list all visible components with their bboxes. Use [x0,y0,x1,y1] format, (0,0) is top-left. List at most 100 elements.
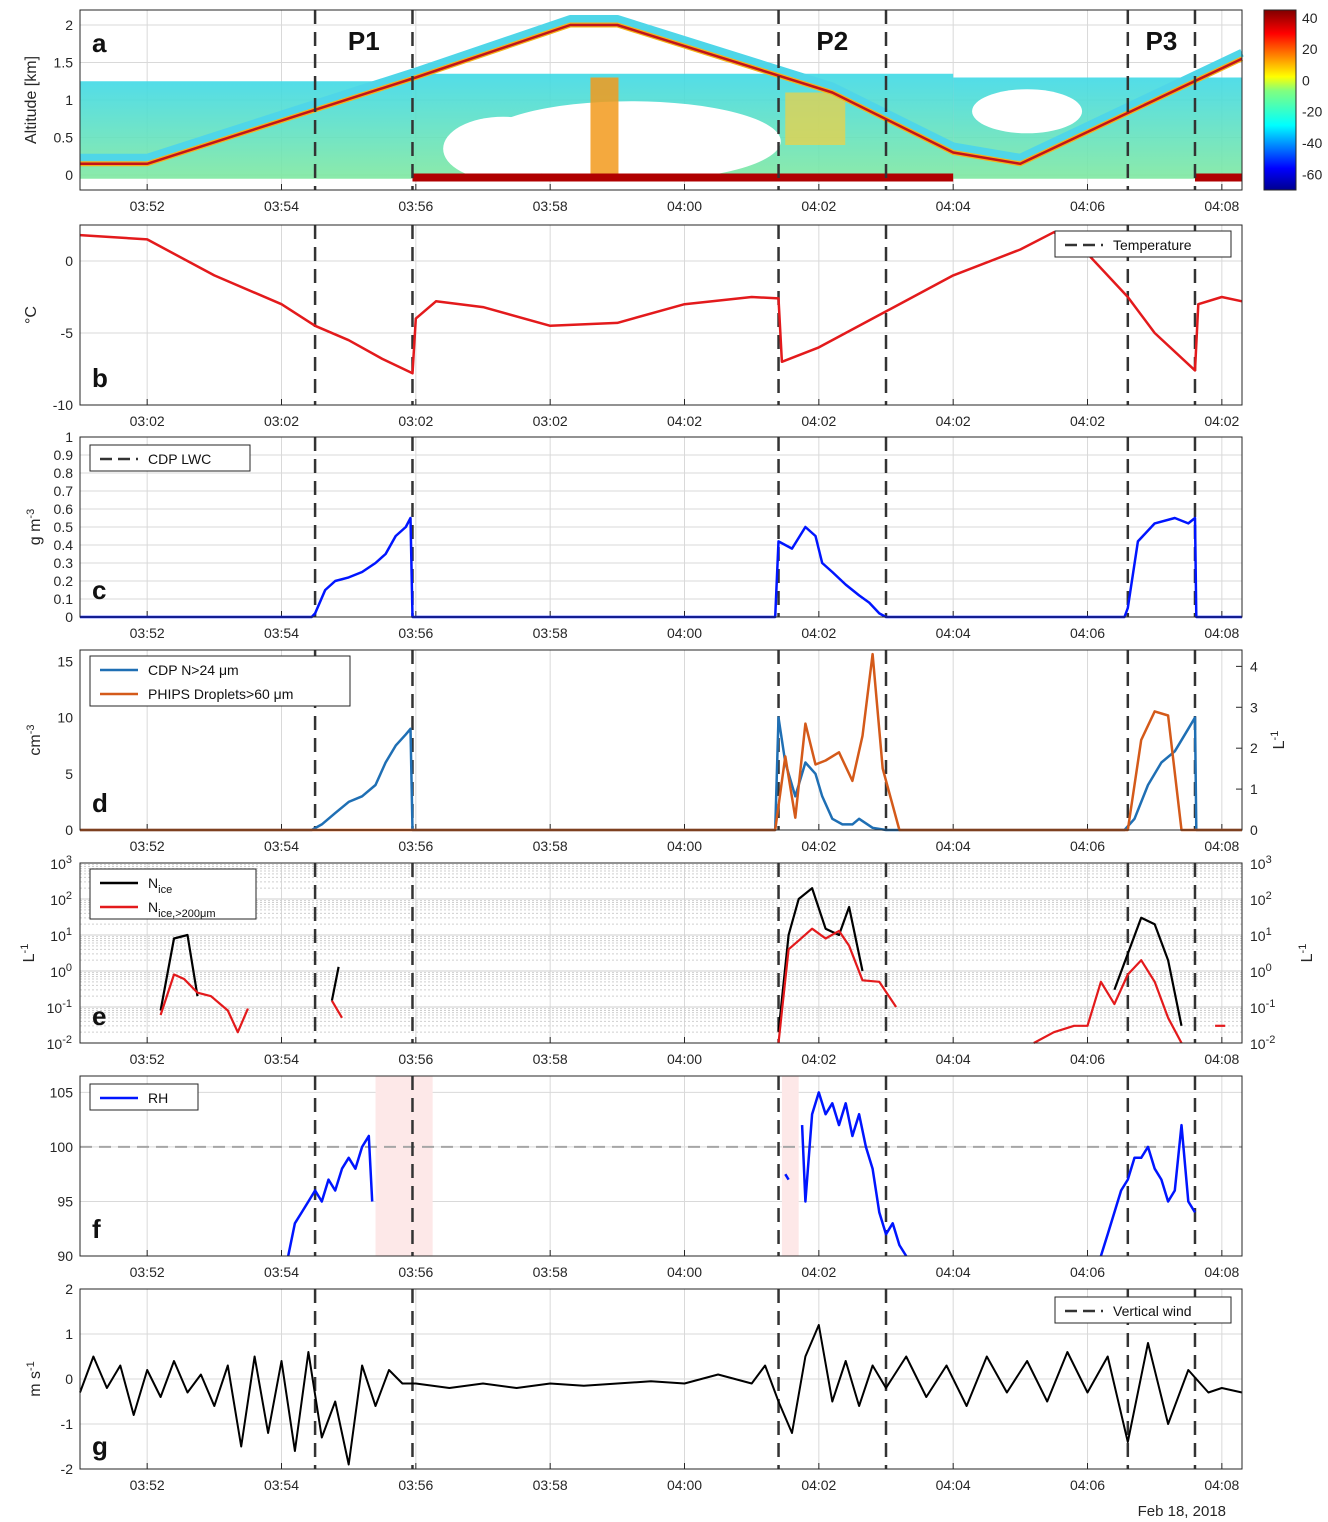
x-tick-label: 03:56 [398,625,433,641]
panel-a: 03:52 03:54 03:56 03:58 04:00 04:02 04:04 04:06… [23,9,1322,214]
y-tick-label: 1 [65,429,73,445]
legend-label: Nice,>200μm [148,899,216,920]
y-tick-label: 100 [50,962,72,980]
y-right-tick-label: 10-1 [1250,998,1275,1016]
y-tick-label: 0.5 [54,130,74,146]
y-right-tick-label: 100 [1250,962,1272,980]
y-right-tick-label: 4 [1250,658,1258,674]
x-tick-label: 04:06 [1070,198,1105,214]
x-tick-label: 03:02 [130,413,165,429]
y-right-tick-label: 102 [1250,890,1272,908]
colorbar-tick-label: 0 [1302,72,1310,88]
panel-f: 03:52 03:54 03:56 03:58 04:00 04:02 04:04 04:06… [50,1075,1243,1280]
y-axis-label: cm-3 [25,724,44,755]
y-right-tick-label: 101 [1250,926,1272,944]
colorbar-tick-label: 40 [1302,10,1318,26]
x-tick-label: 03:58 [533,625,568,641]
x-tick-label: 04:08 [1204,1264,1239,1280]
y-tick-label: 103 [50,854,72,872]
legend-label: CDP N>24 μm [148,662,239,678]
rh-line [286,1134,374,1257]
legend-label: Nice [148,875,172,896]
figure-date: Feb 18, 2018 [1138,1503,1226,1520]
x-tick-label: 04:02 [801,838,836,854]
x-tick-label: 03:58 [533,838,568,854]
colorbar [1263,9,1297,191]
x-tick-label: 04:02 [1070,413,1105,429]
y-tick-label: -10 [53,397,73,413]
y-right-tick-label: 3 [1250,699,1258,715]
y-tick-label: 0.6 [54,501,74,517]
x-tick-label: 03:54 [264,1051,299,1067]
y-tick-label: 95 [57,1193,73,1209]
y-tick-label: 2 [65,17,73,33]
x-tick-label: 04:04 [936,625,971,641]
nice-200-line [1033,959,1183,1044]
x-tick-label: 03:52 [130,1051,165,1067]
x-tick-label: 04:00 [667,838,702,854]
legend-label: PHIPS Droplets>60 μm [148,686,293,702]
x-tick-label: 03:02 [264,413,299,429]
y-tick-label: 5 [65,766,73,782]
ground-return [1194,173,1242,182]
axes-border [79,436,1243,618]
x-tick-label: 04:06 [1070,1264,1105,1280]
nice-line [777,887,864,1033]
y-tick-label: 0 [65,822,73,838]
y-axis-label: g m-3 [25,509,44,545]
x-tick-label: 03:54 [264,1477,299,1493]
x-tick-label: 04:02 [801,413,836,429]
panel-c: 03:52 03:54 03:56 03:58 04:00 04:02 04:04 04:06… [25,429,1243,641]
colorbar-tick-label: -40 [1302,135,1322,151]
y-axis-label: Altitude [km] [23,56,40,144]
panel-letter: g [92,1431,108,1461]
axes-border [79,224,1243,406]
x-tick-label: 04:04 [936,1264,971,1280]
x-tick-label: 03:58 [533,1051,568,1067]
panel-letter: b [92,363,108,393]
x-tick-label: 04:02 [1204,413,1239,429]
y-tick-label: 10-2 [47,1034,72,1052]
flight-track-halo [80,15,1244,162]
y-tick-label: 0.9 [54,447,74,463]
panel-e: 03:52 03:54 03:56 03:58 04:00 04:02 04:04 04:06… [19,854,1316,1067]
x-tick-label: 03:52 [130,838,165,854]
radar-core [590,77,619,175]
y-tick-label: 1 [65,92,73,108]
y-axis-label-right: L-1 [1269,731,1288,750]
radar-gap [443,116,564,181]
y-tick-label: 102 [50,890,72,908]
y-tick-label: 105 [50,1084,74,1100]
x-tick-label: 03:02 [398,413,433,429]
x-tick-label: 03:58 [533,1264,568,1280]
radar-core [785,92,846,145]
vertical-wind-line [79,1324,1243,1466]
y-tick-label: -2 [61,1461,74,1477]
ground-return [412,173,954,182]
y-right-tick-label: 2 [1250,740,1258,756]
x-tick-label: 04:02 [801,1477,836,1493]
y-tick-label: 1.5 [54,55,74,71]
y-tick-label: 0 [65,1371,73,1387]
x-tick-label: 03:52 [130,1477,165,1493]
y-tick-label: 10 [57,710,73,726]
panel-letter: a [92,28,107,58]
y-tick-label: 0 [65,253,73,269]
panels: 03:52 03:54 03:56 03:58 04:00 04:02 04:04 04:06… [19,9,1322,1493]
x-tick-label: 04:00 [667,1477,702,1493]
x-tick-label: 03:58 [533,198,568,214]
y-tick-label: -1 [61,1416,74,1432]
x-tick-label: 04:00 [667,198,702,214]
legend-label: CDP LWC [148,451,211,467]
y-right-tick-label: 1 [1250,781,1258,797]
y-tick-label: 10-1 [47,998,72,1016]
y-axis-label: °C [23,306,40,324]
x-tick-label: 03:56 [398,1477,433,1493]
x-tick-label: 04:04 [936,1051,971,1067]
x-tick-label: 04:06 [1070,1051,1105,1067]
nice-200-line [159,973,249,1034]
y-tick-label: 15 [57,653,73,669]
cdp-number-line [80,716,1242,832]
rh-line [1099,1123,1197,1257]
x-tick-label: 04:02 [801,1264,836,1280]
